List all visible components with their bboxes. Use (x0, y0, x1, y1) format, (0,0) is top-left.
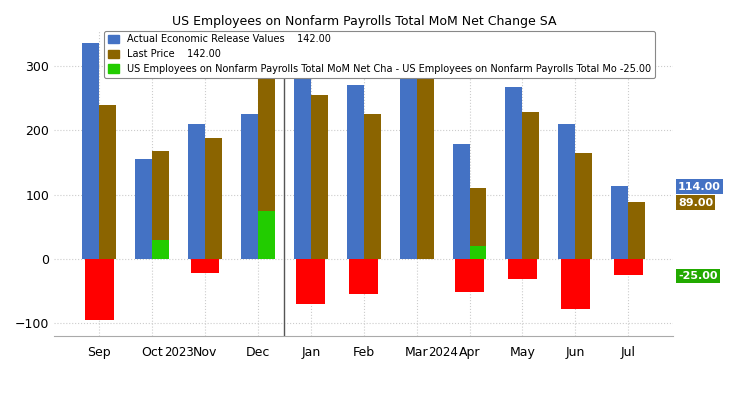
Bar (258, 66, 275, 259)
Text: 2024: 2024 (428, 346, 458, 359)
Bar (470, 188, 486, 259)
Bar (400, 53, 417, 259)
Title: US Employees on Nonfarm Payrolls Total MoM Net Change SA: US Employees on Nonfarm Payrolls Total M… (171, 15, 556, 28)
Bar (506, 87, 523, 259)
Bar (82, 43, 99, 259)
Bar (629, 202, 645, 259)
Bar (152, 240, 169, 259)
Bar (508, 259, 537, 279)
Bar (152, 151, 169, 259)
Bar (576, 153, 592, 259)
Bar (350, 259, 378, 294)
Bar (135, 159, 152, 259)
Bar (523, 112, 539, 259)
Bar (612, 186, 629, 259)
Bar (561, 259, 590, 309)
Bar (191, 259, 219, 273)
Bar (347, 85, 364, 259)
Bar (470, 246, 486, 259)
Bar (559, 124, 576, 259)
Bar (455, 259, 484, 292)
Bar (188, 124, 205, 259)
Bar (294, 43, 311, 259)
Bar (364, 114, 381, 259)
Bar (614, 259, 643, 275)
Text: 2023: 2023 (163, 346, 194, 359)
Bar (258, 211, 275, 259)
Bar (85, 259, 113, 320)
Bar (453, 145, 470, 259)
Bar (99, 104, 116, 259)
Bar (241, 114, 258, 259)
Bar (205, 138, 222, 259)
Legend: Actual Economic Release Values    142.00, Last Price    142.00, US Employees on : Actual Economic Release Values 142.00, L… (104, 31, 655, 78)
Bar (311, 95, 328, 259)
Bar (417, 53, 434, 259)
Bar (297, 259, 325, 304)
